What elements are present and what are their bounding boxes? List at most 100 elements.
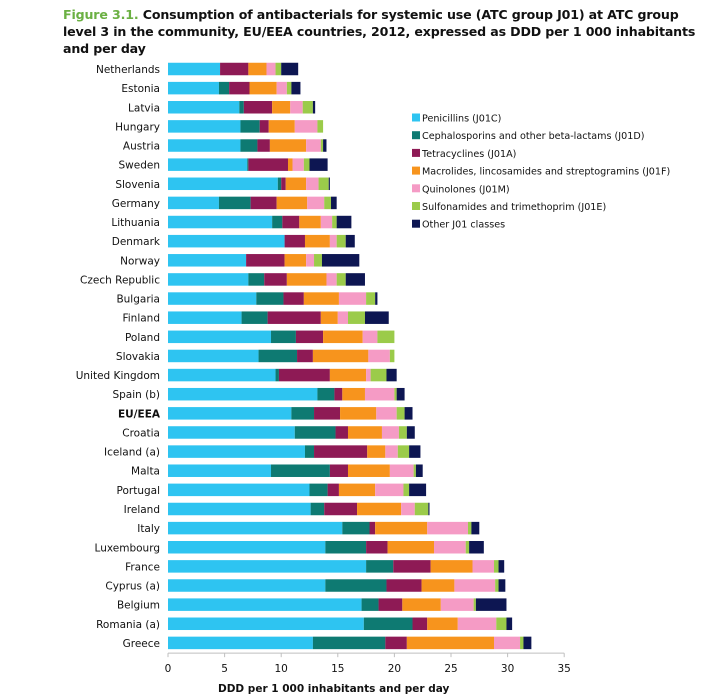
bar-portugal-sulfonamides-and-trimethoprim-j01e	[403, 483, 410, 497]
bar-ireland-tetracyclines-j01a	[324, 502, 358, 516]
bar-france-sulfonamides-and-trimethoprim-j01e	[494, 560, 499, 573]
bar-hungary-sulfonamides-and-trimethoprim-j01e	[317, 120, 324, 133]
bar-romania-a-cephalosporins-and-other-beta-lactams-j01d	[363, 617, 413, 631]
bar-united-kingdom-tetracyclines-j01a	[278, 368, 330, 382]
bar-poland-sulfonamides-and-trimethoprim-j01e	[377, 330, 395, 344]
bar-germany-other-j01-classes	[331, 196, 337, 210]
bar-czech-republic-macrolides-lincosamides-and-streptogramins-j01f	[286, 273, 327, 286]
bar-austria-quinolones-j01m	[306, 139, 321, 152]
category-label-eu-eea: EU/EEA	[118, 408, 161, 420]
bar-poland-tetracyclines-j01a	[295, 330, 324, 344]
bar-cyprus-a-other-j01-classes	[498, 579, 506, 592]
bar-hungary-penicillins-j01c	[168, 120, 241, 133]
bar-lithuania-sulfonamides-and-trimethoprim-j01e	[332, 215, 337, 229]
bar-netherlands-other-j01-classes	[281, 62, 299, 76]
x-tick-label-35: 35	[558, 663, 571, 675]
bar-latvia-penicillins-j01c	[168, 101, 240, 114]
bar-slovakia-sulfonamides-and-trimethoprim-j01e	[389, 349, 395, 363]
bar-austria-tetracyclines-j01a	[257, 139, 270, 152]
bar-cyprus-a-sulfonamides-and-trimethoprim-j01e	[495, 579, 499, 592]
bar-poland-cephalosporins-and-other-beta-lactams-j01d	[271, 330, 296, 344]
bar-luxembourg-tetracyclines-j01a	[366, 541, 388, 554]
bar-portugal-macrolides-lincosamides-and-streptogramins-j01f	[338, 483, 376, 497]
bar-finland-penicillins-j01c	[168, 311, 242, 324]
bar-greece-other-j01-classes	[523, 636, 532, 650]
bar-poland-macrolides-lincosamides-and-streptogramins-j01f	[323, 330, 363, 344]
category-label-greece: Greece	[123, 638, 160, 650]
legend-label-cephalosporins-and-other-beta-lactams-j01d: Cephalosporins and other beta-lactams (J…	[422, 131, 644, 142]
category-label-hungary: Hungary	[115, 121, 160, 133]
bar-ireland-other-j01-classes	[428, 502, 430, 516]
bar-austria-cephalosporins-and-other-beta-lactams-j01d	[240, 139, 258, 152]
bar-cyprus-a-penicillins-j01c	[168, 579, 326, 592]
bar-croatia-tetracyclines-j01a	[335, 426, 348, 439]
bar-estonia-tetracyclines-j01a	[229, 81, 250, 95]
bar-spain-b-macrolides-lincosamides-and-streptogramins-j01f	[342, 387, 365, 401]
bar-united-kingdom-penicillins-j01c	[168, 368, 276, 382]
bar-netherlands-sulfonamides-and-trimethoprim-j01e	[275, 62, 282, 76]
bar-belgium-penicillins-j01c	[168, 598, 362, 611]
bar-estonia-quinolones-j01m	[276, 81, 287, 95]
bar-portugal-tetracyclines-j01a	[327, 483, 339, 497]
bar-luxembourg-quinolones-j01m	[434, 541, 466, 554]
bar-czech-republic-cephalosporins-and-other-beta-lactams-j01d	[248, 273, 265, 286]
bar-poland-penicillins-j01c	[168, 330, 272, 344]
bar-czech-republic-quinolones-j01m	[326, 273, 337, 286]
bar-bulgaria-quinolones-j01m	[338, 292, 367, 305]
bar-italy-sulfonamides-and-trimethoprim-j01e	[467, 521, 472, 535]
legend-label-sulfonamides-and-trimethoprim-j01e: Sulfonamides and trimethoprim (J01E)	[422, 202, 606, 213]
bar-romania-a-macrolides-lincosamides-and-streptogramins-j01f	[427, 617, 458, 631]
bar-sweden-cephalosporins-and-other-beta-lactams-j01d	[247, 158, 249, 171]
bar-finland-sulfonamides-and-trimethoprim-j01e	[347, 311, 365, 324]
bar-cyprus-a-tetracyclines-j01a	[386, 579, 422, 592]
bar-latvia-tetracyclines-j01a	[243, 101, 273, 114]
bar-lithuania-penicillins-j01c	[168, 215, 273, 229]
legend-swatch-penicillins-j01c	[412, 113, 420, 122]
bar-united-kingdom-sulfonamides-and-trimethoprim-j01e	[370, 368, 387, 382]
category-label-portugal: Portugal	[117, 485, 161, 497]
bar-germany-penicillins-j01c	[168, 196, 219, 210]
bar-belgium-quinolones-j01m	[440, 598, 474, 611]
bar-denmark-penicillins-j01c	[168, 234, 285, 248]
bar-luxembourg-macrolides-lincosamides-and-streptogramins-j01f	[387, 541, 435, 554]
bar-portugal-quinolones-j01m	[375, 483, 404, 497]
bar-croatia-macrolides-lincosamides-and-streptogramins-j01f	[347, 426, 382, 439]
bar-netherlands-macrolides-lincosamides-and-streptogramins-j01f	[248, 62, 267, 76]
bar-bulgaria-sulfonamides-and-trimethoprim-j01e	[366, 292, 376, 305]
bar-latvia-sulfonamides-and-trimethoprim-j01e	[302, 101, 313, 114]
bar-finland-other-j01-classes	[364, 311, 389, 324]
category-label-germany: Germany	[112, 198, 160, 210]
bar-eu-eea-macrolides-lincosamides-and-streptogramins-j01f	[340, 407, 377, 420]
bar-croatia-quinolones-j01m	[381, 426, 399, 439]
category-label-lithuania: Lithuania	[111, 217, 160, 229]
x-tick-label-25: 25	[444, 663, 457, 675]
bar-ireland-sulfonamides-and-trimethoprim-j01e	[414, 502, 429, 516]
bar-romania-a-sulfonamides-and-trimethoprim-j01e	[496, 617, 507, 631]
bar-united-kingdom-cephalosporins-and-other-beta-lactams-j01d	[275, 368, 279, 382]
bar-iceland-a-other-j01-classes	[409, 445, 421, 458]
bar-bulgaria-tetracyclines-j01a	[283, 292, 304, 305]
bar-croatia-cephalosporins-and-other-beta-lactams-j01d	[294, 426, 336, 439]
bar-austria-sulfonamides-and-trimethoprim-j01e	[320, 139, 324, 152]
bar-estonia-cephalosporins-and-other-beta-lactams-j01d	[218, 81, 230, 95]
bar-latvia-cephalosporins-and-other-beta-lactams-j01d	[239, 101, 244, 114]
bar-spain-b-quinolones-j01m	[364, 387, 395, 401]
x-tick-label-30: 30	[501, 663, 514, 675]
category-label-italy: Italy	[137, 523, 160, 535]
bar-estonia-penicillins-j01c	[168, 81, 219, 95]
category-label-malta: Malta	[131, 466, 160, 478]
bar-norway-penicillins-j01c	[168, 254, 247, 267]
bar-croatia-sulfonamides-and-trimethoprim-j01e	[398, 426, 407, 439]
bar-denmark-sulfonamides-and-trimethoprim-j01e	[336, 234, 346, 248]
bar-romania-a-penicillins-j01c	[168, 617, 364, 631]
bar-united-kingdom-other-j01-classes	[386, 368, 397, 382]
bar-slovakia-quinolones-j01m	[368, 349, 390, 363]
x-axis: 0 5 10 15 20 25 30 35	[165, 652, 571, 675]
bar-france-cephalosporins-and-other-beta-lactams-j01d	[366, 560, 394, 573]
bar-lithuania-macrolides-lincosamides-and-streptogramins-j01f	[299, 215, 321, 229]
category-label-norway: Norway	[120, 255, 160, 267]
bar-italy-macrolides-lincosamides-and-streptogramins-j01f	[375, 521, 428, 535]
bar-iceland-a-cephalosporins-and-other-beta-lactams-j01d	[304, 445, 315, 458]
legend-label-other-j01-classes: Other J01 classes	[422, 220, 505, 231]
bar-sweden-macrolides-lincosamides-and-streptogramins-j01f	[287, 158, 293, 171]
